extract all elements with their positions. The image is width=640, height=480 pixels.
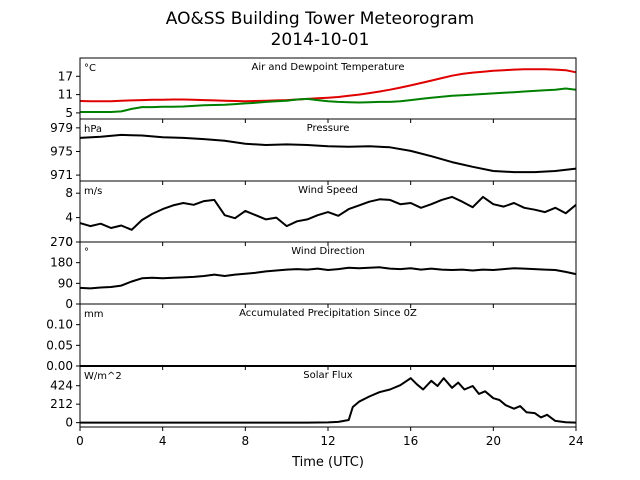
x-tick-label-6: 24 bbox=[568, 434, 583, 448]
x-tick-label-5: 20 bbox=[486, 434, 501, 448]
panel-5-series-0 bbox=[80, 377, 577, 424]
panel-5-unit: W/m^2 bbox=[84, 371, 122, 382]
panel-0-ytick-label-1: 11 bbox=[58, 88, 73, 102]
panel-4-ytick-label-0: 0.00 bbox=[46, 359, 73, 373]
x-axis: 0 4 8 12 16 20 24 bbox=[76, 434, 583, 448]
panel-2: 0 4 8 m/s Wind Speed bbox=[65, 180, 577, 249]
panel-5-title: Solar Flux bbox=[303, 370, 353, 381]
panel-0-series-1 bbox=[80, 87, 577, 113]
panel-2-title: Wind Speed bbox=[298, 185, 358, 196]
x-axis-label: Time (UTC) bbox=[291, 455, 364, 470]
panel-4-ytick-label-1: 0.05 bbox=[46, 338, 73, 352]
panel-5-ytick-label-0: 0 bbox=[65, 416, 73, 430]
panel-0-title: Air and Dewpoint Temperature bbox=[252, 62, 405, 73]
panel-0-unit: °C bbox=[84, 63, 96, 74]
panel-3: 0 90 180 270 ° Wind Direction bbox=[50, 235, 577, 311]
panel-0-ytick-label-2: 17 bbox=[58, 69, 73, 83]
panel-2-unit: m/s bbox=[84, 186, 102, 197]
panel-3-ytick-label-3: 270 bbox=[50, 235, 73, 249]
x-tick-label-1: 4 bbox=[159, 434, 167, 448]
panel-4-unit: mm bbox=[84, 309, 103, 320]
panel-3-unit: ° bbox=[84, 247, 89, 258]
panel-3-ytick-label-1: 90 bbox=[58, 276, 73, 290]
panel-3-series-0 bbox=[79, 266, 577, 290]
panel-4-ytick-label-2: 0.10 bbox=[46, 318, 73, 332]
x-tick-label-4: 16 bbox=[403, 434, 418, 448]
panel-2-series-0 bbox=[79, 195, 577, 231]
panel-1: 971 975 979 hPa Pressure bbox=[50, 118, 577, 185]
panel-2-ytick-label-1: 4 bbox=[65, 211, 73, 225]
panel-5-ytick-label-1: 212 bbox=[50, 397, 73, 411]
panel-1-ytick-label-1: 975 bbox=[50, 144, 73, 158]
chart-title: AO&SS Building Tower Meteorogram bbox=[166, 9, 474, 29]
panel-4: 0.00 0.05 0.10 mm Accumulated Precipitation … bbox=[46, 303, 577, 373]
x-tick-label-3: 12 bbox=[320, 434, 335, 448]
panel-1-unit: hPa bbox=[84, 124, 102, 135]
panel-1-series-0 bbox=[79, 133, 577, 174]
panel-0: 5 11 17 °C Air and Dewpoint Temperature bbox=[58, 57, 577, 123]
panel-5: 0 212 424 W/m^2 Solar Flux bbox=[50, 365, 577, 431]
x-tick-label-2: 8 bbox=[242, 434, 250, 448]
panel-2-ytick-label-2: 8 bbox=[65, 186, 73, 200]
panel-1-ytick-label-2: 979 bbox=[50, 121, 73, 135]
panel-4-title: Accumulated Precipitation Since 0Z bbox=[239, 308, 417, 319]
x-tick-label-0: 0 bbox=[76, 434, 84, 448]
panel-1-title: Pressure bbox=[307, 123, 350, 134]
panel-0-series-0 bbox=[79, 68, 577, 103]
panel-3-title: Wind Direction bbox=[291, 246, 365, 257]
panel-1-ytick-label-0: 971 bbox=[50, 168, 73, 182]
chart-subtitle: 2014-10-01 bbox=[271, 30, 370, 50]
panel-3-ytick-label-0: 0 bbox=[65, 297, 73, 311]
panel-3-ytick-label-2: 180 bbox=[50, 256, 73, 270]
panel-5-ytick-label-2: 424 bbox=[50, 379, 73, 393]
panel-2-ytick-label-0: 0 bbox=[65, 235, 73, 249]
panel-0-ytick-label-0: 5 bbox=[65, 106, 73, 120]
